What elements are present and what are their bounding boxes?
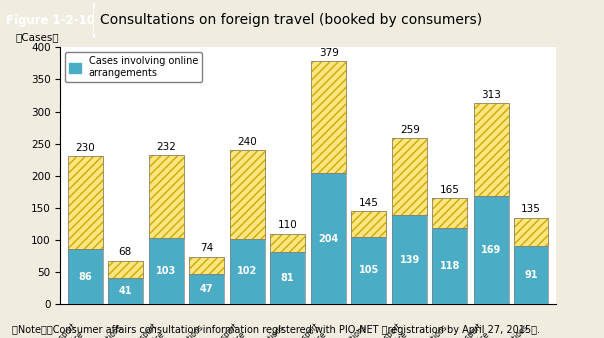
Text: 232: 232 <box>156 142 176 152</box>
Bar <box>188 257 223 274</box>
Text: （Note）　Consumer affairs consultation information registered with PIO-NET （regist: （Note） Consumer affairs consultation inf… <box>12 324 540 335</box>
Bar <box>311 61 346 173</box>
Text: Passenger transport
service: Passenger transport service <box>179 322 248 338</box>
Bar <box>68 249 103 304</box>
Bar <box>68 156 103 249</box>
Bar <box>270 252 305 304</box>
Bar <box>270 252 305 304</box>
Text: Accommodations: Accommodations <box>316 322 368 338</box>
Bar <box>188 257 223 274</box>
Text: 204: 204 <box>318 234 339 244</box>
Bar <box>68 249 103 304</box>
Text: 103: 103 <box>156 266 176 276</box>
Text: 145: 145 <box>359 198 379 208</box>
Text: 313: 313 <box>481 90 501 100</box>
Text: 135: 135 <box>521 204 541 214</box>
Bar <box>270 234 305 252</box>
Bar <box>188 274 223 304</box>
Text: 169: 169 <box>481 245 501 255</box>
Text: Passenger transport
service: Passenger transport service <box>98 322 166 338</box>
Text: 102: 102 <box>237 266 257 276</box>
Bar <box>108 261 143 278</box>
Bar <box>393 215 428 304</box>
Legend: Cases involving online
arrangements: Cases involving online arrangements <box>65 52 202 81</box>
Bar <box>230 239 265 304</box>
Text: 74: 74 <box>199 243 213 254</box>
Text: Consultations on foreign travel (booked by consumers): Consultations on foreign travel (booked … <box>100 13 482 27</box>
Text: 91: 91 <box>524 270 538 280</box>
Bar <box>351 211 386 237</box>
Text: 259: 259 <box>400 125 420 135</box>
Text: 81: 81 <box>281 273 294 283</box>
Bar <box>432 228 467 304</box>
Bar <box>149 238 184 304</box>
Text: Passenger transport
service: Passenger transport service <box>423 322 491 338</box>
Text: Passenger transport
service: Passenger transport service <box>16 322 85 338</box>
Text: 86: 86 <box>79 272 92 282</box>
Text: （Cases）: （Cases） <box>16 32 59 42</box>
Text: Passenger transport
service: Passenger transport service <box>260 322 329 338</box>
Text: Accommodations: Accommodations <box>397 322 450 338</box>
Bar <box>311 173 346 304</box>
Bar <box>149 155 184 238</box>
Bar <box>230 150 265 239</box>
Text: Accommodations: Accommodations <box>234 322 288 338</box>
Bar <box>351 237 386 304</box>
Bar <box>311 61 346 173</box>
Bar <box>230 239 265 304</box>
Bar <box>474 103 509 196</box>
Text: 41: 41 <box>118 286 132 296</box>
Bar <box>513 246 548 304</box>
Bar <box>393 138 428 215</box>
Bar <box>311 173 346 304</box>
Bar <box>108 278 143 304</box>
Bar <box>513 246 548 304</box>
Bar <box>474 196 509 304</box>
Bar <box>432 198 467 228</box>
Bar <box>432 228 467 304</box>
Text: Accommodations: Accommodations <box>72 322 125 338</box>
Bar <box>351 211 386 237</box>
Text: Figure 1-2-10-(2): Figure 1-2-10-(2) <box>6 14 118 27</box>
Text: 139: 139 <box>400 255 420 265</box>
Text: 165: 165 <box>440 185 460 195</box>
Text: 240: 240 <box>237 137 257 147</box>
Bar <box>351 237 386 304</box>
Bar <box>393 138 428 215</box>
Bar <box>513 218 548 246</box>
Bar <box>393 215 428 304</box>
Text: Passenger transport
service: Passenger transport service <box>341 322 410 338</box>
Bar <box>108 278 143 304</box>
Text: Accommodations: Accommodations <box>153 322 206 338</box>
Bar <box>432 198 467 228</box>
Bar <box>474 103 509 196</box>
Text: 105: 105 <box>359 265 379 275</box>
Bar <box>474 196 509 304</box>
Text: Accommodations: Accommodations <box>478 322 531 338</box>
Text: 68: 68 <box>118 247 132 257</box>
Bar <box>270 234 305 252</box>
Bar <box>68 156 103 249</box>
Text: 47: 47 <box>199 284 213 294</box>
Text: 110: 110 <box>278 220 297 231</box>
Bar <box>513 218 548 246</box>
Bar <box>230 150 265 239</box>
Text: 230: 230 <box>75 143 95 153</box>
Text: 118: 118 <box>440 261 460 271</box>
Bar <box>108 261 143 278</box>
Bar <box>149 155 184 238</box>
Bar <box>188 274 223 304</box>
Bar <box>149 238 184 304</box>
Text: 379: 379 <box>319 48 339 57</box>
